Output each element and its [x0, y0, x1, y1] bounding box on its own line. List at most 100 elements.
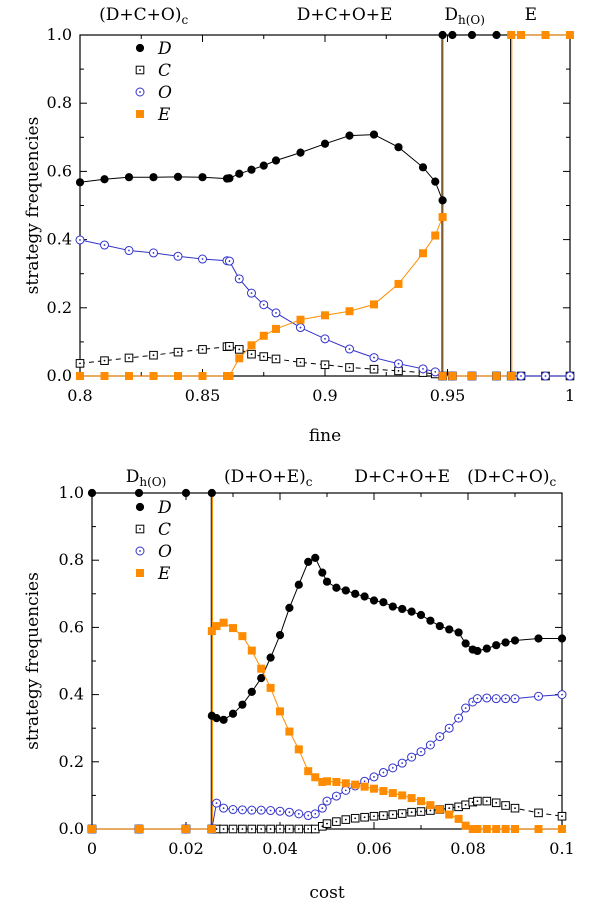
data-point-O	[228, 805, 238, 815]
data-point-E	[473, 825, 482, 833]
data-point-O	[454, 713, 464, 723]
data-point-E	[225, 372, 234, 380]
y-tick-label: 0.6	[59, 617, 84, 636]
data-point-E	[407, 794, 416, 803]
legend-item-O: O	[135, 83, 172, 103]
data-point-O	[296, 323, 305, 333]
data-point-O	[534, 691, 543, 701]
data-point-D	[345, 131, 354, 140]
x-tick-label: 0.08	[450, 839, 486, 858]
data-point-C	[350, 813, 360, 823]
data-point-E	[207, 825, 216, 833]
series-line-O	[92, 694, 563, 830]
data-point-C	[296, 358, 305, 367]
data-point-E	[351, 780, 360, 789]
data-point-E	[388, 789, 397, 798]
data-point-C	[345, 363, 354, 372]
data-point-C	[332, 817, 341, 826]
data-point-C	[454, 802, 463, 812]
data-point-E	[445, 810, 454, 819]
data-point-C	[491, 798, 501, 808]
y-tick-label: 0.2	[47, 298, 72, 317]
data-point-E	[417, 797, 425, 806]
data-point-D	[351, 589, 360, 598]
x-tick-label: 0.8	[67, 386, 92, 405]
data-point-D	[294, 580, 303, 589]
data-point-D	[225, 174, 234, 183]
data-point-O	[378, 768, 388, 778]
data-point-D	[247, 165, 256, 174]
data-point-D	[454, 628, 463, 637]
x-tick-label: 0	[87, 839, 97, 858]
data-point-E	[247, 341, 256, 350]
data-point-O	[369, 353, 379, 363]
data-point-E	[88, 825, 96, 833]
data-point-C	[219, 824, 228, 834]
data-point-D	[149, 173, 158, 182]
fine-panel: 0.8 0.85 0.9 0.95 1 0.0 0.2 0.4 0.6 0.8 1.0 fine str…	[23, 5, 575, 446]
cost-panel: 0 0.02 0.04 0.06 0.08 0.1 0.0 0.2 0.4 0.6 0.8 1.0 co…	[23, 467, 575, 903]
data-point-E	[558, 825, 566, 833]
y-tick-label: 0.8	[47, 93, 72, 112]
data-point-E	[501, 825, 510, 833]
data-point-O	[416, 747, 426, 757]
data-point-O	[173, 251, 183, 261]
data-point-E	[285, 727, 294, 736]
x-tick-label: 0.06	[356, 839, 392, 858]
data-point-D	[228, 709, 238, 718]
data-point-O	[565, 371, 575, 381]
data-point-D	[379, 598, 388, 607]
data-point-D	[219, 715, 228, 724]
data-point-O	[294, 809, 304, 819]
data-point-D	[212, 714, 221, 723]
legend-label: D	[157, 39, 172, 59]
data-point-C	[228, 824, 238, 834]
data-point-O	[435, 732, 445, 742]
data-point-D	[296, 148, 305, 157]
data-point-C	[238, 824, 247, 834]
data-point-O	[124, 246, 134, 256]
data-point-E	[311, 773, 320, 782]
data-point-O	[224, 256, 234, 266]
data-point-C	[259, 352, 269, 361]
data-point-C	[320, 360, 330, 370]
legend-marker-O	[135, 87, 145, 97]
data-point-C	[149, 350, 158, 360]
data-point-C	[397, 809, 407, 818]
data-point-D	[388, 602, 397, 611]
series-line-E	[80, 216, 444, 377]
legend-item-D: D	[135, 498, 172, 518]
data-point-C	[322, 819, 332, 828]
series-O	[87, 690, 567, 834]
data-point-O	[256, 805, 266, 815]
data-point-C	[473, 796, 482, 806]
series-D	[87, 488, 567, 724]
data-point-E	[379, 787, 388, 796]
data-point-C	[294, 824, 304, 834]
data-point-E	[492, 372, 501, 380]
data-point-E	[247, 646, 256, 655]
x-tick-label: 1	[565, 386, 575, 405]
x-axis-title: cost	[309, 883, 344, 903]
phase-label: (D+C+O)c	[467, 467, 556, 489]
data-point-D	[369, 130, 379, 139]
data-point-D	[257, 674, 266, 683]
data-point-E	[360, 782, 369, 791]
x-tick-label: 0.1	[549, 839, 574, 858]
y-axis-title: strategy frequencies	[23, 117, 43, 295]
data-point-C	[394, 366, 403, 376]
y-tick-label: 1.0	[59, 483, 84, 502]
y-axis-title: strategy frequencies	[23, 572, 43, 750]
legend-marker-D	[135, 502, 145, 512]
data-point-C	[234, 345, 244, 354]
data-point-D	[482, 644, 491, 653]
x-tick-label: 0.02	[168, 839, 204, 858]
data-point-E	[511, 825, 519, 833]
data-point-O	[320, 334, 330, 344]
data-point-D	[259, 161, 268, 170]
legend-item-D: D	[135, 39, 172, 59]
data-point-D	[501, 638, 510, 647]
data-point-C	[369, 811, 379, 821]
data-point-E	[345, 307, 354, 316]
data-point-C	[510, 803, 520, 813]
